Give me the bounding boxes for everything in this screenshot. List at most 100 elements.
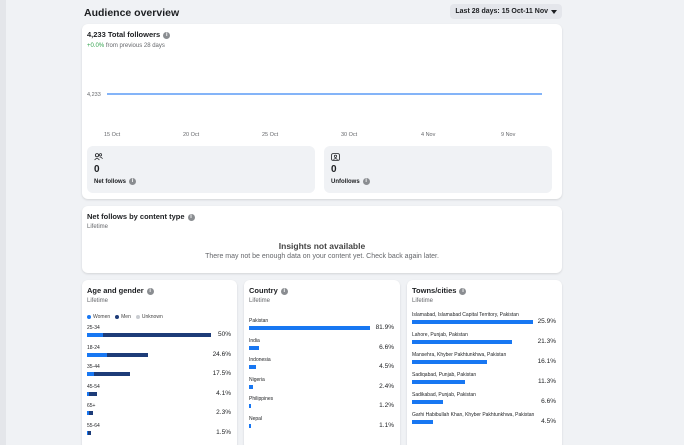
row-percentage: 25.9%	[537, 318, 556, 325]
content-type-title-text: Net follows by content type	[87, 212, 185, 221]
row-label: Sadikabad, Punjab, Pakistan	[412, 392, 476, 398]
row-label: Garhi Habibullah Khan, Khyber Pakhtunkhw…	[412, 412, 535, 418]
legend-dot	[87, 314, 91, 319]
legend-dot	[115, 314, 120, 319]
women-bar	[87, 430, 88, 435]
value-bar	[412, 320, 533, 324]
men-bar	[93, 372, 131, 376]
gender-legend: Women Men Unknown	[87, 314, 163, 320]
net-follows-box: 0 Net follows i	[87, 146, 315, 193]
row-percentage: 1.1%	[379, 421, 394, 429]
info-icon[interactable]: i	[146, 287, 154, 295]
age-gender-title: Age and gender i	[87, 286, 154, 295]
legend-dot	[135, 314, 140, 319]
unfollows-label: Unfollows i	[331, 178, 370, 185]
x-tick-label: 15 Oct	[104, 132, 121, 138]
value-bar	[249, 384, 253, 389]
legend-item: Men	[115, 314, 131, 320]
row-percentage: 2.3%	[216, 409, 231, 416]
net-follows-by-content-card: Net follows by content type i Lifetime In…	[82, 206, 562, 273]
women-bar	[87, 411, 89, 415]
total-followers-card: 4,233 Total followers i +0.0% from previo…	[82, 24, 562, 199]
empty-body: There may not be enough data on your con…	[205, 253, 439, 260]
right-edge	[684, 0, 690, 445]
row-percentage: 4.5%	[541, 418, 556, 425]
date-range-label: Last 28 days: 15 Oct-11 Nov	[455, 8, 548, 15]
row-label: Lahore, Punjab, Pakistan	[412, 332, 468, 338]
value-bar	[249, 423, 251, 428]
age-gender-title-text: Age and gender	[87, 286, 144, 295]
country-card: Country i Lifetime Pakistan 81.9% India 6.6%…	[244, 280, 400, 445]
towns-cities-card: Towns/cities i Lifetime Islamabad, Islama…	[407, 280, 562, 445]
row-label: Pakistan	[249, 318, 269, 324]
info-icon[interactable]: i	[280, 287, 288, 295]
legend-label: Men	[121, 314, 131, 320]
row-label: Mansehra, Khyber Pakhtunkhwa, Pakistan	[412, 352, 507, 358]
men-bar	[88, 411, 93, 415]
value-bar	[249, 404, 251, 408]
row-percentage: 2.4%	[379, 382, 394, 390]
legend-label: Unknown	[141, 314, 163, 320]
net-follows-value: 0	[94, 164, 100, 175]
info-icon[interactable]: i	[163, 31, 171, 39]
unfollows-box: 0 Unfollows i	[324, 146, 552, 193]
row-label: Indonesia	[249, 357, 271, 363]
row-label: 45-54	[87, 383, 100, 390]
empty-title: Insights not available	[278, 241, 366, 251]
x-tick-label: 20 Oct	[183, 132, 200, 138]
towns-title: Towns/cities i	[412, 286, 467, 295]
row-percentage: 17.5%	[212, 370, 231, 377]
country-title-text: Country	[249, 286, 278, 295]
row-percentage: 4.5%	[379, 363, 394, 370]
row-percentage: 21.3%	[537, 338, 556, 345]
audience-header: Audience overview Last 28 days: 15 Oct-1…	[84, 4, 562, 20]
followers-line-chart: 4,233 15 Oct 20 Oct 25 Oct 30 Oct 4 Nov 9 Nov	[87, 84, 557, 166]
row-percentage: 11.3%	[538, 378, 556, 385]
x-tick-label: 30 Oct	[341, 132, 358, 138]
value-bar	[412, 360, 488, 364]
info-icon[interactable]: i	[362, 178, 370, 185]
row-percentage: 6.6%	[541, 398, 556, 405]
men-bar	[87, 430, 91, 435]
women-bar	[87, 352, 108, 357]
row-label: Nepal	[249, 415, 263, 422]
men-bar	[89, 391, 98, 396]
followers-chart-svg: 4,233 15 Oct 20 Oct 25 Oct 30 Oct 4 Nov 9 Nov	[87, 92, 542, 138]
value-bar	[249, 365, 256, 369]
unfollows-label-text: Unfollows	[331, 179, 360, 186]
date-range-dropdown[interactable]: Last 28 days: 15 Oct-11 Nov	[450, 4, 562, 19]
value-bar	[412, 380, 465, 384]
value-bar	[412, 420, 434, 424]
women-bar	[87, 372, 94, 376]
towns-title-text: Towns/cities	[412, 286, 457, 295]
content-type-title: Net follows by content type i	[87, 212, 195, 221]
left-edge	[0, 0, 6, 445]
row-label: 25-34	[87, 325, 100, 331]
women-bar	[87, 333, 104, 337]
unfollows-value: 0	[331, 164, 337, 175]
value-bar	[412, 340, 512, 344]
info-icon[interactable]: i	[459, 287, 467, 295]
row-label: India	[249, 337, 260, 344]
age-gender-card: Age and gender i Lifetime Women Men Unknown…	[82, 280, 237, 445]
caret-down-icon	[551, 9, 557, 14]
row-percentage: 1.5%	[216, 428, 231, 436]
insights-unavailable-message: Insights not available There may not be …	[82, 241, 562, 260]
row-label: 18-24	[87, 344, 100, 351]
value-bar	[412, 400, 443, 404]
row-percentage: 16.1%	[537, 358, 556, 365]
men-bar	[107, 352, 148, 357]
row-percentage: 6.6%	[379, 343, 394, 351]
content-type-subtitle: Lifetime	[87, 224, 109, 230]
row-label: Philippines	[249, 396, 274, 402]
x-tick-label: 9 Nov	[501, 132, 516, 138]
followers-delta: +0.0% from previous 28 days	[87, 43, 170, 49]
info-icon[interactable]: i	[187, 213, 195, 221]
x-tick-label: 25 Oct	[262, 132, 279, 138]
delta-value: +0.0%	[87, 43, 105, 49]
info-icon[interactable]: i	[129, 178, 137, 185]
net-follows-label: Net follows i	[94, 178, 137, 186]
y-tick-label: 4,233	[87, 92, 101, 98]
net-follows-label-text: Net follows	[94, 179, 127, 186]
people-icon	[94, 153, 103, 163]
